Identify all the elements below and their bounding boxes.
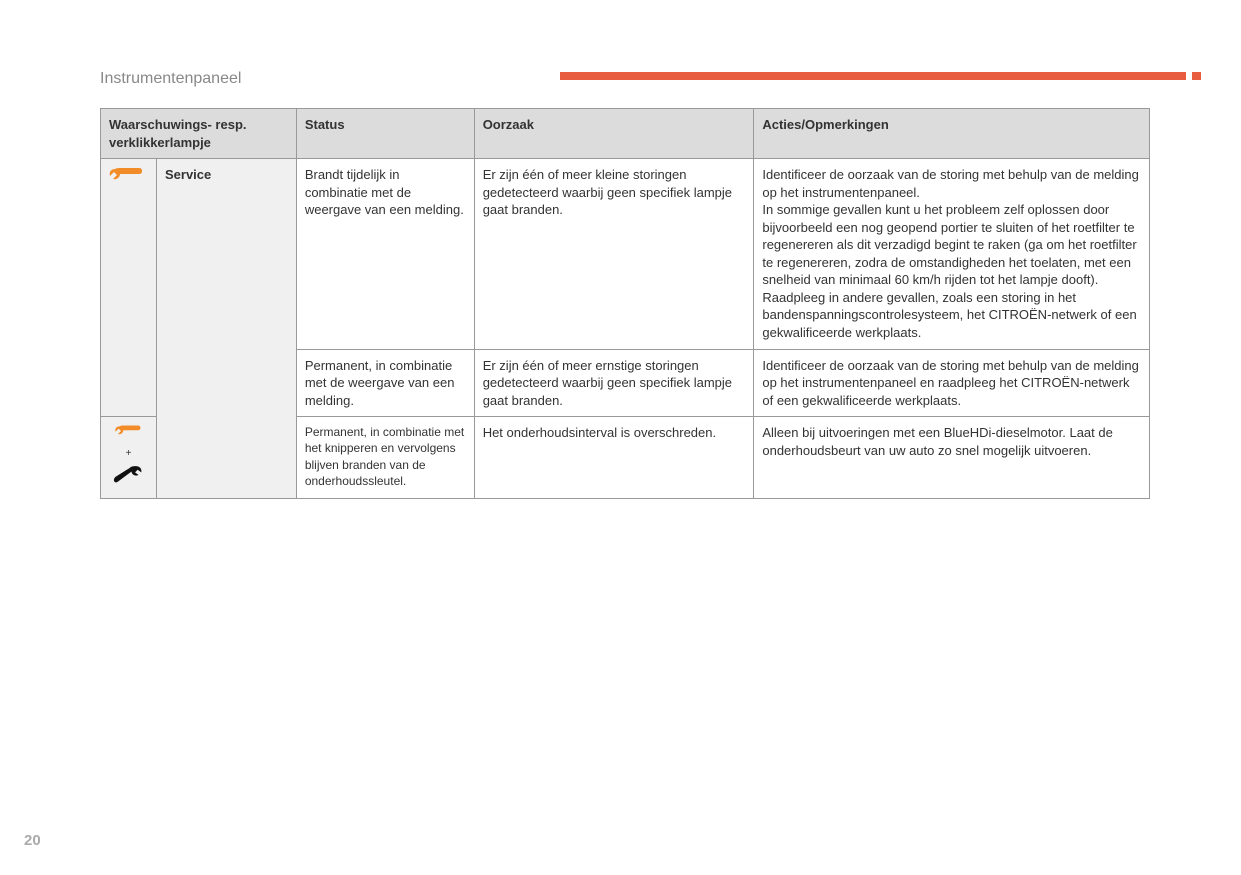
icon-stack: + [109, 424, 148, 491]
td-status-0: Brandt tijdelijk in combinatie met de we… [296, 159, 474, 349]
td-cause-1: Er zijn één of meer ernstige storingen g… [474, 349, 754, 417]
td-actions-0: Identificeer de oorzaak van de storing m… [754, 159, 1150, 349]
td-actions-1: Identificeer de oorzaak van de storing m… [754, 349, 1150, 417]
accent-bar-gap [1186, 72, 1192, 80]
table-row: Service Brandt tijdelijk in combinatie m… [101, 159, 1150, 349]
plus-separator: + [126, 447, 132, 461]
accent-bar [560, 72, 1201, 80]
td-status-1: Permanent, in combinatie met de weergave… [296, 349, 474, 417]
table-body: Service Brandt tijdelijk in combinatie m… [101, 159, 1150, 499]
th-cause: Oorzaak [474, 109, 754, 159]
name-cell-service: Service [156, 159, 296, 499]
td-cause-0: Er zijn één of meer kleine storingen ged… [474, 159, 754, 349]
icon-cell-service-plus: + [101, 417, 157, 499]
table-header-row: Waarschuwings- resp. verklikkerlampje St… [101, 109, 1150, 159]
th-status: Status [296, 109, 474, 159]
page-number: 20 [24, 832, 41, 849]
td-cause-2: Het onderhoudsinterval is overschreden. [474, 417, 754, 499]
page-title: Instrumentenpaneel [100, 70, 241, 88]
th-warning: Waarschuwings- resp. verklikkerlampje [101, 109, 297, 159]
icon-cell-service [101, 159, 157, 417]
wrench-black-icon [113, 464, 143, 491]
wrench-orange-icon [113, 424, 143, 443]
td-actions-2: Alleen bij uitvoeringen met een BlueHDi-… [754, 417, 1150, 499]
warning-lights-table: Waarschuwings- resp. verklikkerlampje St… [100, 108, 1150, 499]
th-actions: Acties/Opmerkingen [754, 109, 1150, 159]
td-status-2: Permanent, in combinatie met het knipper… [296, 417, 474, 499]
wrench-orange-icon [109, 166, 143, 189]
table-header: Waarschuwings- resp. verklikkerlampje St… [101, 109, 1150, 159]
